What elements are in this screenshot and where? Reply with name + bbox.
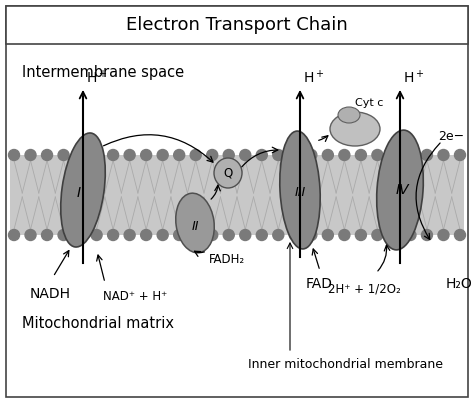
Circle shape [273,150,284,160]
Text: II: II [191,220,199,233]
Text: Intermembrane space: Intermembrane space [22,66,184,81]
Circle shape [455,150,465,160]
Circle shape [173,150,185,160]
Circle shape [306,150,317,160]
Circle shape [289,229,301,241]
Bar [10,155,464,195]
Circle shape [438,229,449,241]
Circle shape [124,150,135,160]
Circle shape [455,229,465,241]
Circle shape [405,229,416,241]
Circle shape [91,229,102,241]
Circle shape [322,229,333,241]
Circle shape [438,150,449,160]
Text: NADH: NADH [30,287,71,301]
Text: H: H [404,71,414,85]
Text: III: III [294,187,306,199]
Circle shape [322,150,333,160]
Text: NAD⁺ + H⁺: NAD⁺ + H⁺ [103,290,167,303]
Circle shape [173,229,185,241]
Ellipse shape [377,130,423,250]
Text: Electron Transport Chain: Electron Transport Chain [126,16,348,34]
Ellipse shape [338,107,360,123]
Circle shape [256,229,267,241]
Text: +: + [98,69,106,79]
Ellipse shape [214,158,242,188]
Circle shape [421,229,432,241]
Text: I: I [77,186,81,200]
Text: H: H [304,71,314,85]
Bar [6,6,468,44]
Circle shape [388,150,400,160]
Circle shape [108,150,118,160]
Circle shape [421,150,432,160]
Circle shape [157,150,168,160]
Circle shape [240,229,251,241]
Circle shape [108,229,118,241]
Circle shape [240,150,251,160]
Circle shape [223,229,234,241]
Circle shape [339,150,350,160]
Text: FADH₂: FADH₂ [209,253,245,266]
Circle shape [356,229,366,241]
Circle shape [74,150,86,160]
Circle shape [42,229,53,241]
Circle shape [388,229,400,241]
Circle shape [372,229,383,241]
Circle shape [157,229,168,241]
Circle shape [223,150,234,160]
Circle shape [25,229,36,241]
Circle shape [190,229,201,241]
Circle shape [91,150,102,160]
Circle shape [405,150,416,160]
Circle shape [9,150,19,160]
Text: 2e−: 2e− [438,131,464,143]
Circle shape [74,229,86,241]
Ellipse shape [61,133,105,247]
Circle shape [58,229,69,241]
Circle shape [25,150,36,160]
Text: IV: IV [395,183,409,197]
Circle shape [124,229,135,241]
Circle shape [141,150,152,160]
Circle shape [306,229,317,241]
Text: +: + [315,69,323,79]
Circle shape [356,150,366,160]
Text: FAD: FAD [306,277,333,291]
Ellipse shape [176,193,214,253]
Circle shape [256,150,267,160]
Circle shape [207,150,218,160]
Text: Q: Q [223,166,233,179]
Ellipse shape [330,112,380,146]
Bar [10,195,464,235]
Circle shape [289,150,301,160]
Text: +: + [415,69,423,79]
Text: Inner mitochondrial membrane: Inner mitochondrial membrane [248,359,443,372]
Ellipse shape [280,131,320,249]
Text: H: H [87,71,97,85]
Circle shape [372,150,383,160]
Circle shape [58,150,69,160]
Text: H₂O: H₂O [446,277,473,291]
Circle shape [273,229,284,241]
Circle shape [42,150,53,160]
Circle shape [190,150,201,160]
Circle shape [339,229,350,241]
Text: Mitochondrial matrix: Mitochondrial matrix [22,316,174,330]
Text: 2H⁺ + 1/2O₂: 2H⁺ + 1/2O₂ [328,283,401,296]
Text: Cyt c: Cyt c [355,98,383,108]
Circle shape [141,229,152,241]
Circle shape [9,229,19,241]
Circle shape [207,229,218,241]
